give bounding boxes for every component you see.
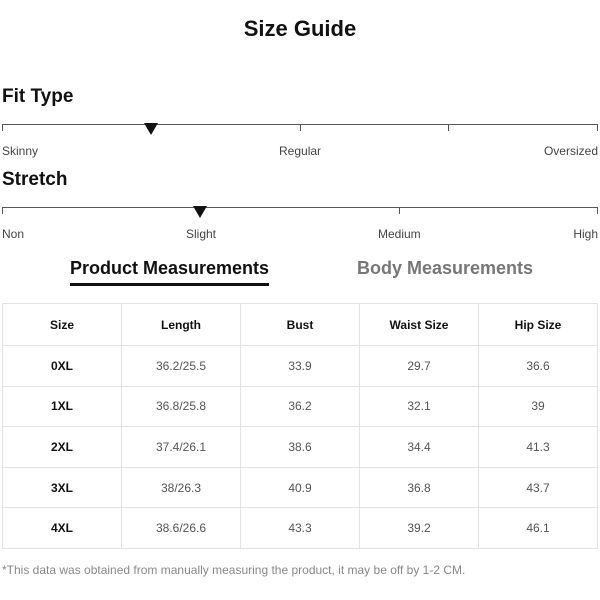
cell-length: 38/26.3 [121, 466, 241, 509]
fit-type-label: Fit Type [2, 86, 74, 107]
cell-size: 1XL [2, 385, 122, 428]
table-row: 1XL 36.8/25.8 36.2 32.1 39 [2, 385, 598, 428]
cell-hip-size: 36.6 [478, 345, 598, 387]
cell-length: 36.2/25.5 [121, 345, 241, 387]
size-table: Size Length Bust Waist Size Hip Size 0XL… [2, 303, 598, 549]
cell-size: 4XL [2, 507, 122, 549]
header-bust: Bust [240, 303, 360, 346]
stretch-marker-icon [193, 206, 208, 218]
cell-waist-size: 36.8 [359, 466, 479, 509]
cell-hip-size: 39 [478, 385, 598, 428]
header-hip-size: Hip Size [478, 303, 598, 346]
header-waist-size: Waist Size [359, 303, 479, 346]
cell-bust: 38.6 [240, 426, 360, 468]
cell-hip-size: 46.1 [478, 507, 598, 549]
fit-type-tick [448, 124, 449, 131]
stretch-tick [2, 207, 3, 214]
table-row: 0XL 36.2/25.5 33.9 29.7 36.6 [2, 345, 598, 387]
stretch-option-slight: Slight [186, 227, 217, 241]
cell-waist-size: 29.7 [359, 345, 479, 387]
cell-waist-size: 32.1 [359, 385, 479, 428]
cell-bust: 33.9 [240, 345, 360, 387]
header-length: Length [121, 303, 241, 346]
table-header-row: Size Length Bust Waist Size Hip Size [2, 303, 598, 346]
cell-length: 37.4/26.1 [121, 426, 241, 468]
cell-bust: 43.3 [240, 507, 360, 549]
fit-type-marker-icon [144, 123, 158, 135]
stretch-label: Stretch [2, 169, 68, 190]
cell-hip-size: 43.7 [478, 466, 598, 509]
cell-waist-size: 39.2 [359, 507, 479, 549]
fit-type-tick [300, 124, 301, 131]
fit-type-tick [597, 124, 598, 131]
stretch-option-medium: Medium [378, 227, 421, 241]
measurement-disclaimer: *This data was obtained from manually me… [2, 563, 466, 577]
measurement-tabs: Product Measurements Body Measurements [0, 258, 600, 290]
fit-type-option-regular: Regular [279, 144, 322, 158]
stretch-tick [597, 207, 598, 214]
cell-size: 3XL [2, 466, 122, 509]
cell-length: 38.6/26.6 [121, 507, 241, 549]
stretch-option-high: High [573, 227, 598, 241]
table-row: 4XL 38.6/26.6 43.3 39.2 46.1 [2, 507, 598, 549]
tab-product-measurements[interactable]: Product Measurements [70, 258, 270, 286]
fit-type-option-skinny: Skinny [2, 144, 39, 158]
table-row: 2XL 37.4/26.1 38.6 34.4 41.3 [2, 426, 598, 468]
table-row: 3XL 38/26.3 40.9 36.8 43.7 [2, 466, 598, 509]
cell-size: 0XL [2, 345, 122, 387]
stretch-scale-line [2, 207, 598, 208]
fit-type-tick [2, 124, 3, 131]
fit-type-option-oversized: Oversized [543, 144, 598, 158]
stretch-tick [399, 207, 400, 214]
header-size: Size [2, 303, 122, 346]
cell-bust: 40.9 [240, 466, 360, 509]
stretch-option-non: Non [2, 227, 25, 241]
page-title: Size Guide [243, 16, 357, 41]
cell-length: 36.8/25.8 [121, 385, 241, 428]
cell-hip-size: 41.3 [478, 426, 598, 468]
cell-bust: 36.2 [240, 385, 360, 428]
cell-size: 2XL [2, 426, 122, 468]
tab-body-measurements[interactable]: Body Measurements [357, 258, 534, 278]
cell-waist-size: 34.4 [359, 426, 479, 468]
